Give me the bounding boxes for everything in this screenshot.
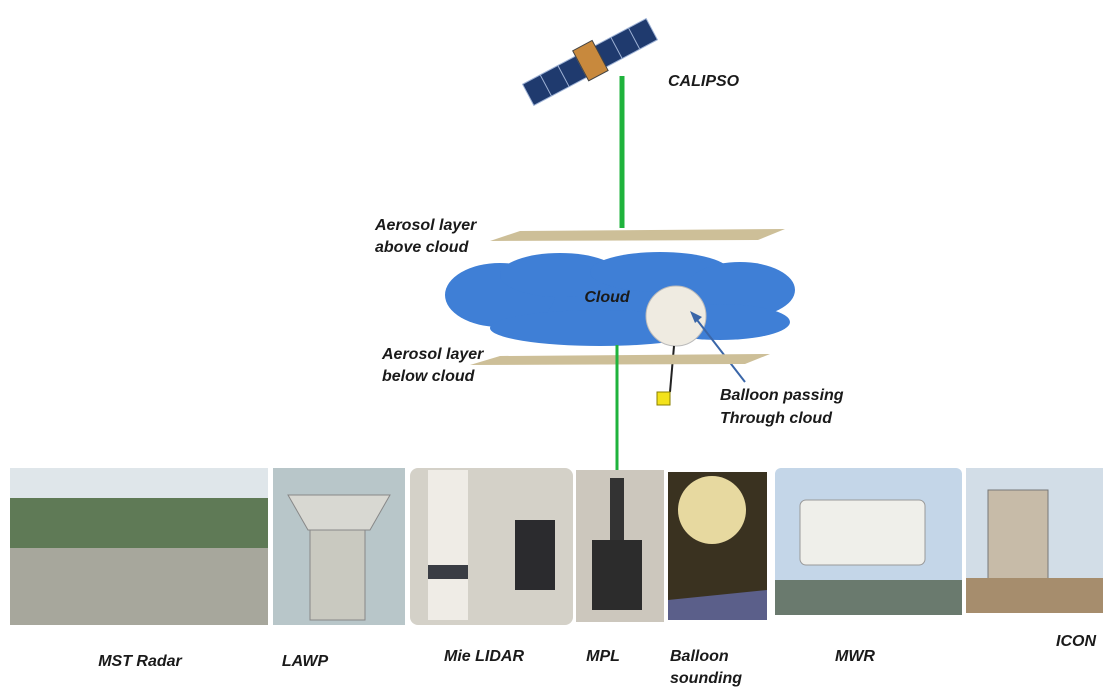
layer-label-line: above cloud xyxy=(375,239,470,256)
photo-icon xyxy=(966,468,1103,613)
instrument-label: Mie LIDAR xyxy=(444,648,524,665)
instrument-label-line: MPL xyxy=(586,648,620,665)
arrow xyxy=(693,315,746,383)
satellite-label: CALIPSO xyxy=(668,73,740,90)
instrument-label-line: sounding xyxy=(670,670,742,687)
balloon xyxy=(645,285,707,347)
instrument-label: MPL xyxy=(586,648,620,665)
photo-mpl xyxy=(576,470,664,622)
photo-lawp xyxy=(273,468,405,625)
aerosol-layer-below xyxy=(470,354,770,365)
radiosonde xyxy=(656,391,671,406)
cloud-label: Cloud xyxy=(584,289,631,306)
balloon-label-line: Through cloud xyxy=(720,410,833,427)
layer-label-line: Aerosol layer xyxy=(381,346,484,363)
photo-mwr xyxy=(775,468,962,615)
balloon-label: Balloon passing Through cloud xyxy=(720,387,848,427)
balloon-string xyxy=(669,345,675,393)
arrow-head xyxy=(690,311,702,323)
balloon-label-line: Balloon passing xyxy=(720,387,844,404)
photo-mst-radar xyxy=(10,468,268,625)
instrument-label: Balloon sounding xyxy=(670,648,742,687)
layer-label: Aerosol layer below cloud xyxy=(381,346,488,385)
instrument-label-line: Balloon xyxy=(670,648,729,665)
instrument-label-line: Mie LIDAR xyxy=(444,648,524,665)
instrument-label-line: MST Radar xyxy=(98,653,182,670)
instrument-label-line: ICON xyxy=(1056,633,1096,650)
layer-label: Aerosol layer above cloud xyxy=(374,217,481,256)
aerosol-layer-above xyxy=(490,229,785,241)
instrument-label-line: LAWP xyxy=(282,653,329,670)
instrument-label: MWR xyxy=(835,648,875,665)
instrument-label: MST Radar xyxy=(98,653,182,670)
layer-label-line: below cloud xyxy=(382,368,476,385)
instrument-label: ICON xyxy=(1056,633,1096,650)
photo-mie-lidar xyxy=(410,468,573,625)
instrument-label-line: MWR xyxy=(835,648,875,665)
satellite xyxy=(521,17,659,107)
photo-balloon-sounding xyxy=(668,472,767,620)
layer-label-line: Aerosol layer xyxy=(374,217,477,234)
instrument-label: LAWP xyxy=(282,653,329,670)
